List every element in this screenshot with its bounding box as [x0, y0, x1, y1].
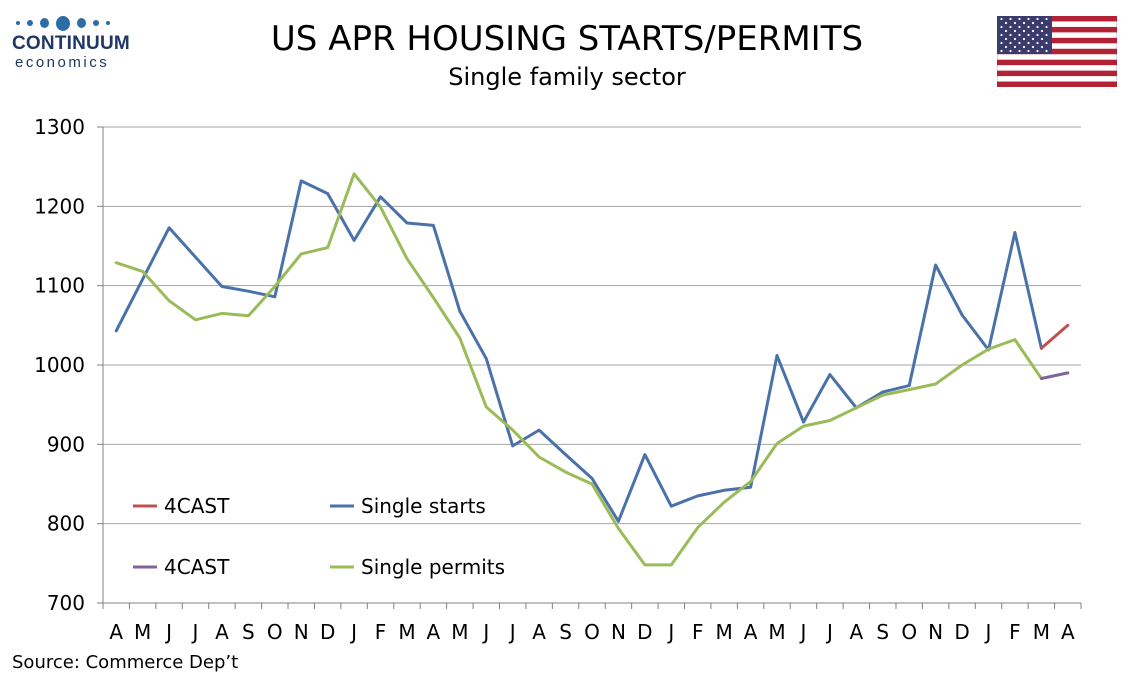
- x-tick-label: D: [320, 620, 335, 644]
- x-tick-label: S: [242, 620, 255, 644]
- logo-tagline: economics: [15, 54, 110, 71]
- x-tick-label: M: [451, 620, 468, 644]
- legend-label: 4CAST: [164, 555, 230, 579]
- x-tick-label: J: [349, 620, 357, 644]
- y-tick-label: 1100: [34, 274, 85, 298]
- x-tick-label: J: [481, 620, 489, 644]
- legend-label: Single permits: [361, 555, 505, 579]
- legend-label: 4CAST: [164, 494, 230, 518]
- x-tick-label: M: [398, 620, 415, 644]
- y-tick-label: 1000: [34, 353, 85, 377]
- x-tick-label: S: [559, 620, 572, 644]
- y-tick-label: 700: [47, 591, 85, 615]
- x-tick-label: J: [825, 620, 833, 644]
- x-tick-label: J: [984, 620, 992, 644]
- source-note: Source: Commerce Dep’t: [12, 652, 239, 673]
- x-tick-label: O: [267, 620, 283, 644]
- x-tick-label: A: [1061, 620, 1075, 644]
- x-tick-label: N: [928, 620, 943, 644]
- x-tick-label: A: [849, 620, 863, 644]
- x-tick-label: D: [954, 620, 969, 644]
- x-tick-label: A: [427, 620, 441, 644]
- x-tick-label: N: [294, 620, 309, 644]
- legend-label: Single starts: [361, 494, 486, 518]
- series-line-single-starts-0: [114, 179, 1043, 523]
- x-tick-label: A: [744, 620, 758, 644]
- y-tick-label: 1200: [34, 194, 85, 218]
- chart-title: US APR HOUSING STARTS/PERMITS: [270, 19, 864, 59]
- x-tick-label: J: [799, 620, 807, 644]
- x-tick-label: M: [768, 620, 785, 644]
- us-flag-icon: [997, 16, 1117, 87]
- chart-subtitle: Single family sector: [448, 63, 686, 91]
- x-tick-label: O: [901, 620, 917, 644]
- x-tick-label: J: [164, 620, 172, 644]
- x-tick-label: M: [716, 620, 733, 644]
- logo-name: CONTINUUM: [12, 33, 130, 54]
- series-line-4cast-2: [1039, 323, 1070, 350]
- x-tick-label: J: [508, 620, 516, 644]
- logo-dots-icon: [16, 14, 142, 32]
- x-tick-label: F: [1009, 620, 1021, 644]
- y-tick-label: 1300: [34, 115, 85, 139]
- x-tick-label: A: [215, 620, 229, 644]
- x-tick-label: F: [692, 620, 704, 644]
- x-tick-label: M: [1033, 620, 1050, 644]
- x-tick-label: A: [109, 620, 123, 644]
- series-line-4cast-3: [1039, 371, 1070, 380]
- continuum-economics-logo: CONTINUUM economics: [12, 14, 142, 78]
- x-tick-label: F: [375, 620, 387, 644]
- x-tick-label: J: [666, 620, 674, 644]
- x-tick-label: J: [191, 620, 199, 644]
- series-line-single-permits-1: [114, 172, 1043, 567]
- y-tick-label: 800: [47, 512, 85, 536]
- x-tick-label: N: [611, 620, 626, 644]
- x-tick-label: O: [584, 620, 600, 644]
- y-tick-label: 900: [47, 432, 85, 456]
- x-tick-label: S: [876, 620, 889, 644]
- x-tick-label: M: [134, 620, 151, 644]
- x-tick-label: D: [637, 620, 652, 644]
- x-tick-label: A: [532, 620, 546, 644]
